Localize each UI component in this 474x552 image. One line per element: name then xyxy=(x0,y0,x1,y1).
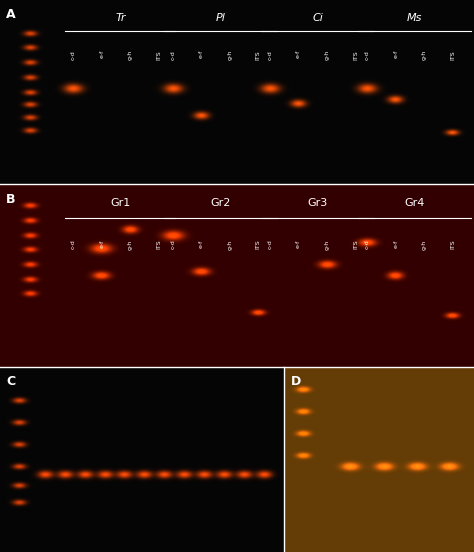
Text: A: A xyxy=(6,8,16,21)
Text: c-d: c-d xyxy=(365,50,370,60)
Text: C: C xyxy=(6,375,15,388)
Text: g-h: g-h xyxy=(128,240,133,250)
Text: g-h: g-h xyxy=(422,50,427,60)
Text: ITS: ITS xyxy=(256,240,261,249)
Text: e-f: e-f xyxy=(199,240,204,248)
Text: c-d: c-d xyxy=(171,240,175,250)
Text: g-h: g-h xyxy=(228,50,232,60)
Text: ITS: ITS xyxy=(156,240,161,249)
Text: c-d: c-d xyxy=(268,50,273,60)
Text: c-d: c-d xyxy=(365,240,370,250)
Text: Tr: Tr xyxy=(116,13,126,23)
Text: c-d: c-d xyxy=(71,50,76,60)
Text: c-d: c-d xyxy=(71,240,76,250)
Text: Ci: Ci xyxy=(312,13,323,23)
Text: e-f: e-f xyxy=(393,240,398,248)
Text: e-f: e-f xyxy=(393,50,398,58)
Text: Gr4: Gr4 xyxy=(405,198,425,208)
Text: ITS: ITS xyxy=(353,50,358,60)
Text: ITS: ITS xyxy=(256,50,261,60)
Text: g-h: g-h xyxy=(228,240,232,250)
Text: ITS: ITS xyxy=(450,240,455,249)
Text: e-f: e-f xyxy=(100,50,104,58)
Text: Gr2: Gr2 xyxy=(210,198,230,208)
Text: e-f: e-f xyxy=(296,240,301,248)
Text: Gr1: Gr1 xyxy=(111,198,131,208)
Text: D: D xyxy=(291,375,301,388)
Text: g-h: g-h xyxy=(325,50,329,60)
Text: ITS: ITS xyxy=(353,240,358,249)
Text: g-h: g-h xyxy=(325,240,329,250)
Text: ITS: ITS xyxy=(156,50,161,60)
Text: e-f: e-f xyxy=(296,50,301,58)
Text: Gr3: Gr3 xyxy=(308,198,328,208)
Text: e-f: e-f xyxy=(100,240,104,248)
Text: ITS: ITS xyxy=(450,50,455,60)
Text: Pl: Pl xyxy=(216,13,225,23)
Text: Ms: Ms xyxy=(407,13,422,23)
Text: B: B xyxy=(6,193,16,206)
Text: c-d: c-d xyxy=(171,50,175,60)
Text: g-h: g-h xyxy=(128,50,133,60)
Text: c-d: c-d xyxy=(268,240,273,250)
Text: e-f: e-f xyxy=(199,50,204,58)
Text: g-h: g-h xyxy=(422,240,427,250)
